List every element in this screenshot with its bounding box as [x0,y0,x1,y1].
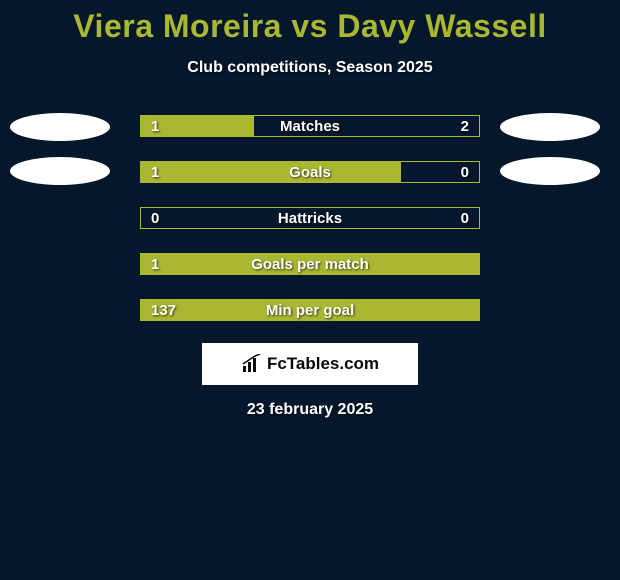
stats-area: 12Matches 10Goals 00Hattricks 1Goals per ma… [0,115,620,321]
stat-label: Min per goal [141,302,479,319]
stat-row: 10Goals [0,161,620,183]
stat-row: 12Matches [0,115,620,137]
stat-label: Hattricks [141,210,479,227]
player-left-silhouette [10,113,110,141]
brand-text: FcTables.com [267,354,379,374]
player-right-silhouette [500,157,600,185]
stat-label: Matches [141,118,479,135]
stat-row: 137Min per goal [0,299,620,321]
stat-bar-track: 137Min per goal [140,299,480,321]
player-right-silhouette [500,113,600,141]
footer-date: 23 february 2025 [247,401,373,419]
player-left-silhouette [10,157,110,185]
stat-bar-track: 00Hattricks [140,207,480,229]
comparison-container: Viera Moreira vs Davy Wassell Club compe… [0,0,620,419]
brand-box[interactable]: FcTables.com [202,343,418,385]
stat-label: Goals per match [141,256,479,273]
stat-row: 00Hattricks [0,207,620,229]
stat-bar-track: 10Goals [140,161,480,183]
stat-label: Goals [141,164,479,181]
page-title: Viera Moreira vs Davy Wassell [73,8,546,45]
stat-bar-track: 1Goals per match [140,253,480,275]
stat-row: 1Goals per match [0,253,620,275]
page-subtitle: Club competitions, Season 2025 [187,59,432,77]
stat-bar-track: 12Matches [140,115,480,137]
brand-chart-icon [241,354,263,374]
